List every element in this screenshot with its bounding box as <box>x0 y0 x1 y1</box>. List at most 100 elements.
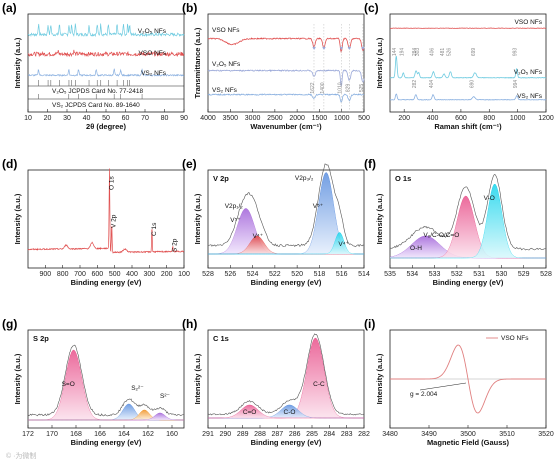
y-axis-label: Intensity (a.u.) <box>13 37 22 88</box>
panel-label: (b) <box>182 1 197 15</box>
peak-label: V 2p <box>111 214 118 228</box>
peak-v4-2p32-fill <box>208 232 364 254</box>
x-tick-label: 283 <box>341 431 353 438</box>
peak-c-c-fill <box>208 338 364 418</box>
peak-label-v2p12: V2p₁/₂ <box>225 203 244 210</box>
peak-v4-2p12-fill <box>208 236 364 254</box>
x-tick-label: 60 <box>122 115 130 122</box>
x-tick-label: 518 <box>314 271 326 278</box>
x-axis-label: Magnetic Field (Gauss) <box>427 438 510 447</box>
y-axis-label: Intensity (a.u.) <box>375 37 384 88</box>
series-xps-survey <box>27 168 185 254</box>
x-axis-label: Binding energy (eV) <box>251 438 322 447</box>
x-tick-label: 400 <box>126 271 138 278</box>
heart-marker: ♥ <box>348 46 352 52</box>
peak-s2minus-a-fill <box>28 410 184 420</box>
ref-label-vs2: VS₂ JCPDS Card No. 89-1640 <box>52 102 140 109</box>
band-label: 282 <box>412 80 418 89</box>
x-tick-label: 200 <box>398 115 410 122</box>
panel-label: (a) <box>2 1 17 15</box>
y-axis-label: Intensity (a.u.) <box>13 193 22 244</box>
x-tick-label: 522 <box>269 271 281 278</box>
heart-marker: ♥ <box>312 46 316 52</box>
plot-frame <box>27 329 185 429</box>
x-tick-label: 3510 <box>499 431 515 438</box>
x-tick-label: 531 <box>473 271 485 278</box>
x-tick-label: 289 <box>237 431 249 438</box>
x-tick-label: 1200 <box>538 115 554 122</box>
band-label: 690 <box>470 80 476 89</box>
peak-label-s2-2: S₂²⁻ <box>131 385 144 392</box>
plot-frame <box>389 169 547 269</box>
x-tick-label: 3520 <box>538 431 554 438</box>
x-tick-label: 530 <box>496 271 508 278</box>
x-tick-label: 172 <box>22 431 34 438</box>
x-tick-label: 520 <box>291 271 303 278</box>
x-tick-label: 288 <box>254 431 266 438</box>
panel-label: (c) <box>364 1 379 15</box>
peak-label-v5: V⁵⁺ <box>313 203 324 210</box>
x-tick-label: 285 <box>306 431 318 438</box>
plot-frame <box>207 13 365 113</box>
peak-label-c-c: C-C <box>313 381 325 388</box>
band-label: 1400 <box>320 82 326 93</box>
panel-title: O 1s <box>395 174 411 183</box>
x-axis-label: 2θ (degree) <box>86 122 126 131</box>
peak-s-o <box>28 349 184 421</box>
band-label: 993 <box>513 48 519 57</box>
g-value-annotation: g = 2.004 <box>410 391 438 398</box>
x-tick-label: 284 <box>323 431 335 438</box>
panel-f: (f) 535 534 533 532 531 530 529 528 Binding energ… <box>364 157 552 287</box>
x-tick-label: 50 <box>102 115 110 122</box>
x-tick-label: 30 <box>63 115 71 122</box>
peak-label-c-double-o: C=O <box>243 409 257 416</box>
band-label: 994 <box>513 80 519 89</box>
x-axis-label: Binding energy (eV) <box>433 278 504 287</box>
x-tick-label: 3000 <box>245 115 261 122</box>
series-v2o5-xrd <box>27 23 185 38</box>
series-vso-ftir <box>207 37 365 54</box>
x-tick-label: 526 <box>224 271 236 278</box>
x-tick-label: 300 <box>143 271 155 278</box>
x-tick-label: 529 <box>518 271 530 278</box>
panel-title: V 2p <box>213 174 229 183</box>
x-tick-label: 20 <box>44 115 52 122</box>
band-label: 303 <box>415 48 421 57</box>
panel-label: (d) <box>2 157 17 171</box>
peak-oh-fill <box>390 236 546 258</box>
panel-title: S 2p <box>33 334 49 343</box>
watermark: © ·为微制 <box>6 451 36 460</box>
band-label: 525 <box>359 84 365 93</box>
peak-label-v5: V⁵⁺ <box>230 217 241 224</box>
band-label: 699 <box>471 48 477 57</box>
x-axis-label: Binding energy (eV) <box>71 438 142 447</box>
band-label: 1622 <box>310 82 316 93</box>
x-tick-label: 291 <box>202 431 214 438</box>
x-tick-label: 10 <box>24 115 32 122</box>
peak-c-double-o-fill <box>208 405 364 418</box>
panel-c: (c) 200 400 600 800 1000 1200 Raman shift (cm⁻¹… <box>364 1 554 131</box>
plot-frame <box>389 13 547 113</box>
panel-title: C 1s <box>213 334 229 343</box>
plot-frame <box>27 169 185 269</box>
peak-label-v-o: V-O <box>484 195 495 202</box>
band-label: 406 <box>429 48 435 57</box>
peak-label-s-o: S=O <box>62 381 75 388</box>
x-tick-label: 3490 <box>421 431 437 438</box>
x-tick-label: 534 <box>406 271 418 278</box>
panel-d: (d) 900 800 700 600 500 400 300 200 100 Binding en… <box>2 157 190 287</box>
series-label-vso: VSO NFs <box>515 19 543 26</box>
panel-e: (e) 528 526 524 522 520 518 516 514 Binding energ… <box>182 157 370 287</box>
x-tick-label: 500 <box>358 115 370 122</box>
x-axis-label: Binding energy (eV) <box>251 278 322 287</box>
x-axis-label: Wavenumber (cm⁻¹) <box>250 122 322 131</box>
band-label: 829 <box>345 84 351 93</box>
peak-v5-2p32-fill <box>208 172 364 254</box>
x-tick-label: 4000 <box>200 115 216 122</box>
x-tick-label: 700 <box>74 271 86 278</box>
x-tick-label: 532 <box>451 271 463 278</box>
panel-b: (b) 4000 3500 3000 2500 2000 1500 1000 500 Wavenu… <box>182 1 370 131</box>
band-label: 284 <box>412 48 418 57</box>
peak-c-o-fill <box>208 405 364 418</box>
x-tick-label: 533 <box>429 271 441 278</box>
